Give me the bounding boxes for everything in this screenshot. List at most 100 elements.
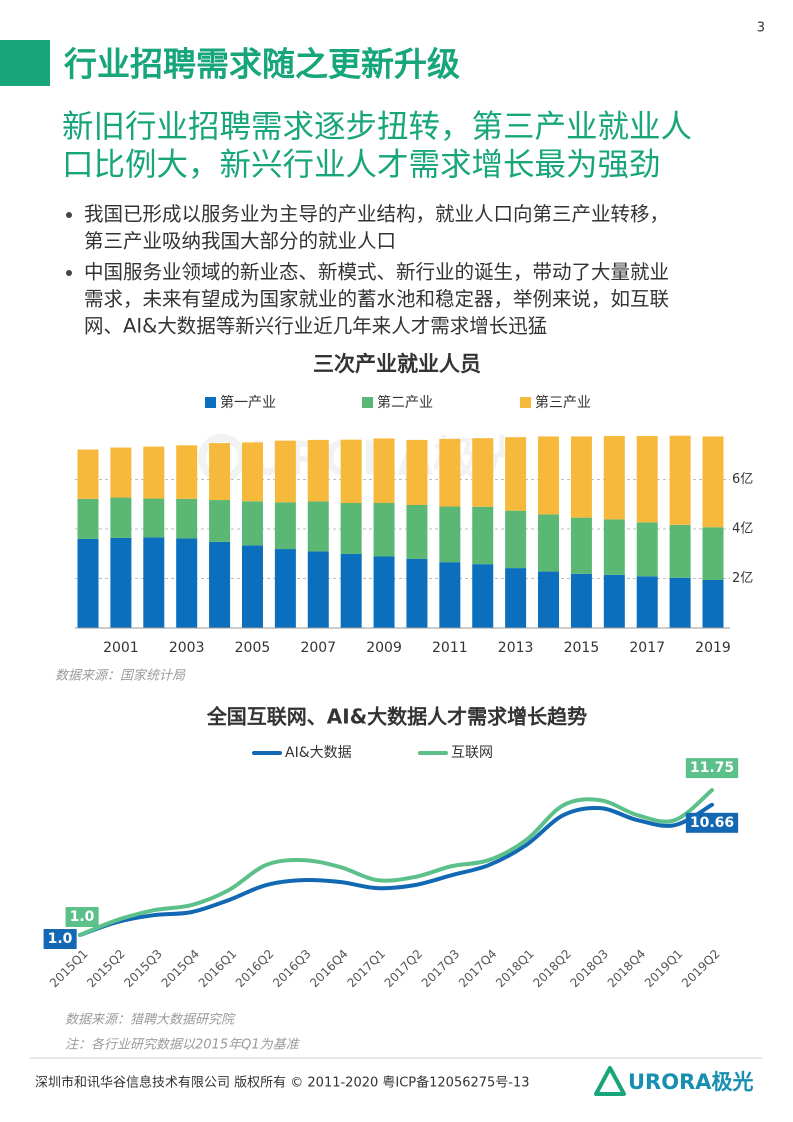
title-marker (0, 40, 50, 86)
subtitle-line: 口比例大，新兴行业人才需求增长最为强劲 (62, 147, 661, 183)
legend-label: 第三产业 (535, 394, 591, 411)
x-tick-label: 2015 (564, 640, 600, 656)
bar-segment (603, 519, 625, 575)
data-label: 11.75 (690, 760, 734, 776)
x-tick-label: 2016Q4 (307, 947, 351, 991)
bar-segment (406, 504, 428, 559)
x-tick-label: 2018Q4 (605, 947, 649, 991)
x-tick-label: 2019Q2 (679, 947, 723, 991)
bar-segment (110, 537, 132, 628)
bar-segment (669, 524, 691, 578)
chart-source: 数据来源：猎聘大数据研究院 (65, 1012, 236, 1028)
data-label: 10.66 (690, 815, 734, 831)
bar-segment (570, 436, 592, 518)
bar-segment (77, 498, 99, 539)
bar-segment (77, 538, 99, 628)
x-tick-label: 2018Q1 (493, 947, 537, 991)
chart-note: 注：各行业研究数据以2015年Q1为基准 (65, 1037, 301, 1053)
bullet-text: 我国已形成以服务业为主导的产业结构，就业人口向第三产业转移， (84, 203, 669, 226)
page-number: 3 (757, 21, 765, 36)
x-tick-label: 2019Q1 (642, 947, 686, 991)
bar-segment (603, 574, 625, 628)
bar-segment (636, 522, 658, 577)
bar-segment (241, 442, 263, 502)
bar-segment (176, 445, 198, 499)
legend-label: 互联网 (451, 745, 493, 761)
data-label-box (685, 758, 739, 779)
x-tick-label: 2016Q2 (233, 947, 277, 991)
x-tick-label: 2017Q1 (344, 947, 388, 991)
x-tick-label: 2005 (235, 640, 271, 656)
chart-title: 全国互联网、AI&大数据人才需求增长趋势 (206, 705, 587, 729)
footer-logo: URORA极光 (628, 1070, 754, 1094)
bullet-dot (66, 212, 72, 218)
bar-segment (209, 541, 231, 628)
legend-label: 第一产业 (220, 394, 276, 411)
x-tick-label: 2007 (300, 640, 336, 656)
x-tick-label: 2015Q1 (47, 947, 91, 991)
legend-swatch (520, 397, 531, 408)
x-tick-label: 2001 (103, 640, 139, 656)
data-label-box (685, 812, 739, 833)
bar-segment (439, 506, 461, 563)
chart-source: 数据来源：国家统计局 (55, 668, 186, 684)
bar-segment (538, 514, 560, 572)
bar-segment (702, 527, 724, 580)
x-tick-label: 2016Q3 (270, 947, 314, 991)
legend-swatch (362, 397, 373, 408)
page-title: 行业招聘需求随之更新升级 (63, 45, 460, 84)
bar-segment (110, 497, 132, 538)
x-tick-label: 2003 (169, 640, 205, 656)
bullet-text: 第三产业吸纳我国大部分的就业人口 (84, 230, 396, 253)
bar-segment (570, 573, 592, 628)
bar-segment (538, 571, 560, 628)
bar-segment (406, 558, 428, 628)
series-line (78, 802, 714, 938)
bar-segment (176, 498, 198, 539)
bar-segment (241, 501, 263, 546)
x-tick-label: 2016Q1 (196, 947, 240, 991)
bullet-text: 需求，未来有望成为国家就业的蓄水池和稳定器，举例来说，如互联 (84, 288, 669, 311)
y-tick-label: 2亿 (732, 571, 753, 586)
bullet-text: 网、AI&大数据等新兴行业近几年来人才需求增长迅猛 (84, 315, 547, 338)
x-tick-label: 2015Q3 (121, 947, 165, 991)
bar-segment (340, 553, 362, 628)
bar-segment (110, 447, 132, 498)
bar-segment (209, 443, 231, 501)
bar-segment (439, 562, 461, 628)
x-tick-label: 2017Q2 (382, 947, 426, 991)
x-tick-label: 2017Q4 (456, 947, 500, 991)
bar-segment (209, 500, 231, 542)
logo-icon (594, 1066, 626, 1096)
bar-segment (274, 440, 296, 503)
bar-segment (274, 549, 296, 628)
bar-segment (176, 538, 198, 628)
x-tick-label: 2018Q2 (530, 947, 574, 991)
bar-segment (373, 503, 395, 557)
y-tick-label: 4亿 (732, 522, 753, 537)
x-tick-label: 2015Q2 (84, 947, 128, 991)
legend-label: AI&大数据 (285, 745, 352, 761)
bar-segment (669, 435, 691, 525)
x-tick-label: 2011 (432, 640, 468, 656)
data-label: 1.0 (48, 931, 73, 947)
bar-segment (505, 437, 527, 511)
bar-segment (77, 449, 99, 499)
bar-segment (636, 435, 658, 523)
x-tick-label: 2018Q3 (567, 947, 611, 991)
data-label-box (65, 907, 99, 928)
bar-segment (669, 577, 691, 628)
bar-segment (538, 436, 560, 515)
bar-segment (274, 502, 296, 550)
legend-label: 第二产业 (377, 394, 433, 411)
series-line (78, 788, 714, 938)
bar-segment (472, 506, 494, 565)
bar-segment (143, 498, 165, 538)
bar-segment (505, 568, 527, 628)
bar-segment (472, 438, 494, 507)
bar-segment (603, 435, 625, 520)
data-label-box (43, 929, 77, 950)
bar-segment (307, 439, 329, 502)
bar-segment (143, 537, 165, 628)
